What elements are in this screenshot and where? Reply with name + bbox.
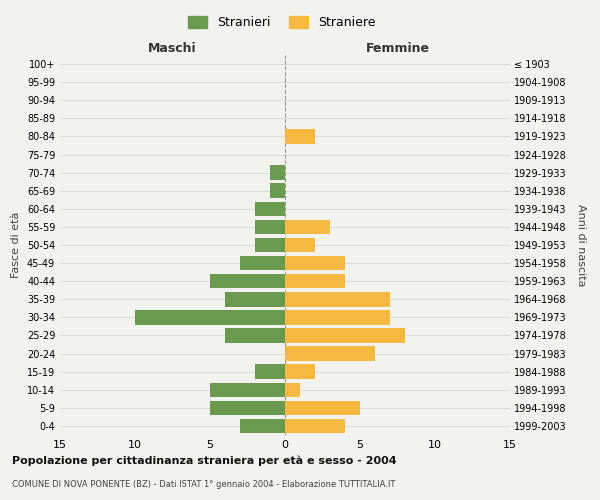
Bar xyxy=(285,400,360,415)
Text: COMUNE DI NOVA PONENTE (BZ) - Dati ISTAT 1° gennaio 2004 - Elaborazione TUTTITAL: COMUNE DI NOVA PONENTE (BZ) - Dati ISTAT… xyxy=(12,480,395,489)
Bar xyxy=(285,328,405,342)
Bar xyxy=(255,364,285,379)
Bar xyxy=(285,418,345,433)
Legend: Stranieri, Straniere: Stranieri, Straniere xyxy=(184,11,380,34)
Bar xyxy=(285,382,300,397)
Bar xyxy=(135,310,285,324)
Bar xyxy=(225,292,285,306)
Text: Popolazione per cittadinanza straniera per età e sesso - 2004: Popolazione per cittadinanza straniera p… xyxy=(12,455,397,466)
Bar xyxy=(285,256,345,270)
Bar xyxy=(270,166,285,180)
Bar xyxy=(285,346,375,361)
Bar xyxy=(255,202,285,216)
Bar xyxy=(255,238,285,252)
Bar xyxy=(210,400,285,415)
Bar xyxy=(285,220,330,234)
Bar xyxy=(210,382,285,397)
Bar xyxy=(285,129,315,144)
Text: Maschi: Maschi xyxy=(148,42,197,55)
Y-axis label: Anni di nascita: Anni di nascita xyxy=(577,204,586,286)
Bar xyxy=(285,310,390,324)
Bar xyxy=(210,274,285,288)
Bar xyxy=(240,256,285,270)
Bar xyxy=(285,274,345,288)
Bar xyxy=(270,184,285,198)
Bar xyxy=(285,238,315,252)
Bar xyxy=(285,292,390,306)
Text: Femmine: Femmine xyxy=(365,42,430,55)
Bar xyxy=(255,220,285,234)
Bar xyxy=(240,418,285,433)
Y-axis label: Fasce di età: Fasce di età xyxy=(11,212,21,278)
Bar xyxy=(225,328,285,342)
Bar xyxy=(285,364,315,379)
